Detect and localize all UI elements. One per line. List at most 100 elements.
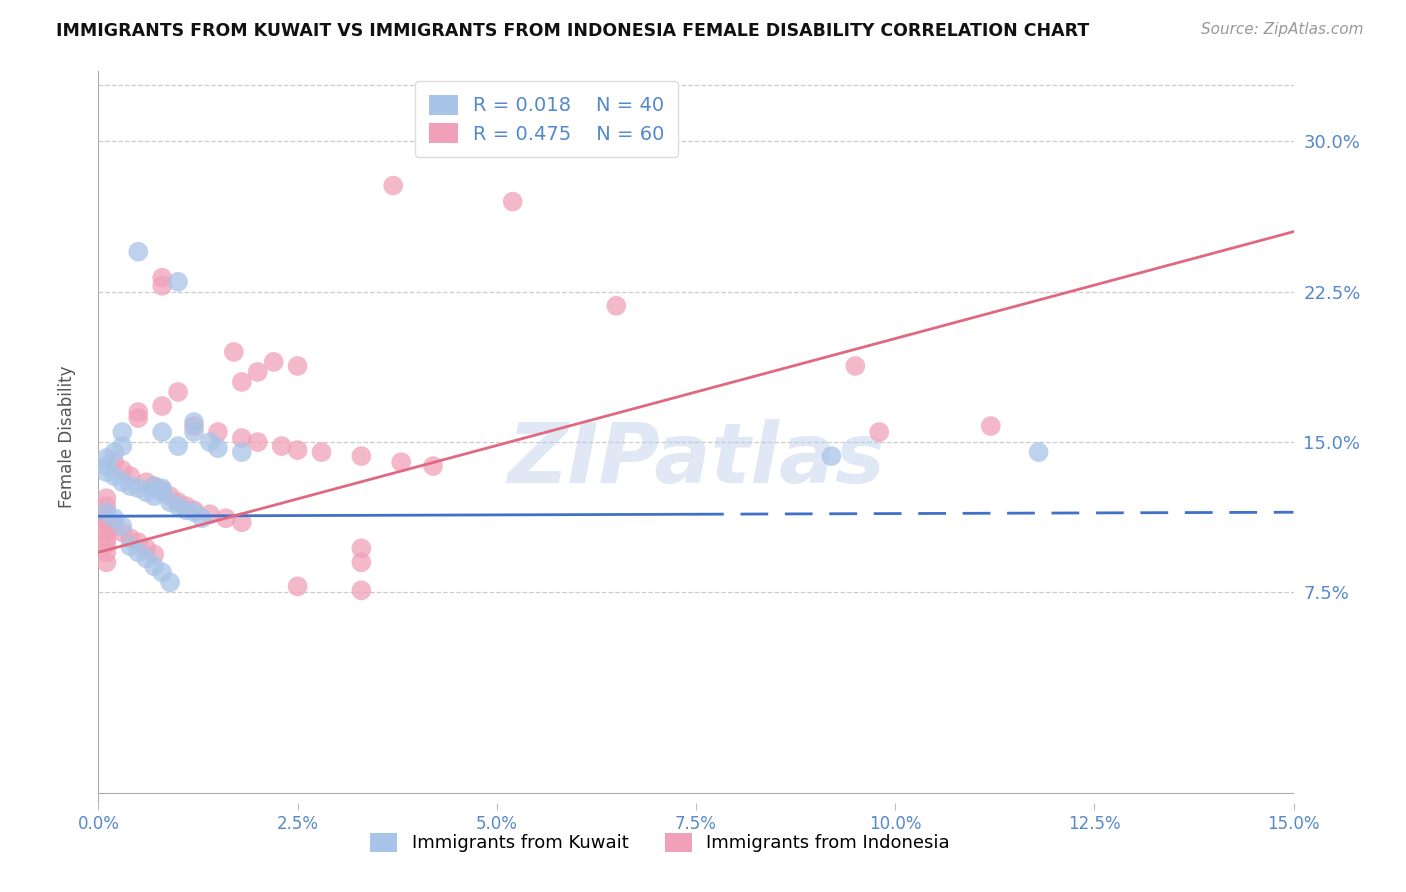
Point xyxy=(159,489,181,503)
Text: ZIPatlas: ZIPatlas xyxy=(508,418,884,500)
Point xyxy=(111,425,134,439)
Point xyxy=(167,495,190,509)
Point xyxy=(103,455,125,469)
Point xyxy=(183,425,205,439)
Point xyxy=(159,575,181,590)
Point xyxy=(103,469,125,483)
Point xyxy=(263,355,285,369)
Point xyxy=(270,439,292,453)
Point xyxy=(183,505,205,519)
Point xyxy=(150,270,173,285)
Point xyxy=(231,431,253,445)
Point xyxy=(120,531,142,545)
Point xyxy=(111,475,134,490)
Point xyxy=(111,519,134,533)
Point xyxy=(350,583,373,598)
Point xyxy=(96,465,118,479)
Point xyxy=(120,469,142,483)
Point xyxy=(96,519,118,533)
Point xyxy=(103,445,125,459)
Point xyxy=(246,435,269,450)
Point xyxy=(111,439,134,453)
Point xyxy=(143,479,166,493)
Point xyxy=(135,475,157,490)
Point xyxy=(96,451,118,466)
Point xyxy=(103,511,125,525)
Point xyxy=(820,449,842,463)
Point xyxy=(120,479,142,493)
Point xyxy=(980,419,1002,434)
Point xyxy=(111,525,134,540)
Point xyxy=(120,539,142,553)
Point xyxy=(502,194,524,209)
Point xyxy=(96,531,118,545)
Point xyxy=(96,537,118,551)
Point xyxy=(127,411,149,425)
Point xyxy=(167,384,190,399)
Point xyxy=(222,345,245,359)
Point xyxy=(167,500,190,514)
Point xyxy=(311,445,333,459)
Point xyxy=(159,495,181,509)
Point xyxy=(127,545,149,559)
Point xyxy=(96,505,118,519)
Point xyxy=(143,479,166,493)
Point xyxy=(135,485,157,500)
Point xyxy=(350,541,373,556)
Point xyxy=(207,441,229,455)
Point xyxy=(96,513,118,527)
Point xyxy=(150,425,173,439)
Point xyxy=(183,503,205,517)
Point xyxy=(167,275,190,289)
Point xyxy=(103,519,125,533)
Point xyxy=(868,425,890,439)
Point xyxy=(231,445,253,459)
Point xyxy=(207,425,229,439)
Point xyxy=(350,555,373,569)
Point xyxy=(287,359,309,373)
Point xyxy=(167,439,190,453)
Y-axis label: Female Disability: Female Disability xyxy=(58,366,76,508)
Point xyxy=(127,244,149,259)
Point xyxy=(191,511,214,525)
Point xyxy=(382,178,405,193)
Point xyxy=(150,399,173,413)
Point xyxy=(198,435,221,450)
Point xyxy=(198,507,221,521)
Point xyxy=(96,507,118,521)
Point xyxy=(422,459,444,474)
Point xyxy=(174,500,197,514)
Point xyxy=(150,483,173,498)
Point xyxy=(96,500,118,514)
Point xyxy=(183,415,205,429)
Point xyxy=(143,547,166,561)
Point xyxy=(287,443,309,458)
Point xyxy=(844,359,866,373)
Point xyxy=(183,419,205,434)
Point xyxy=(231,375,253,389)
Point xyxy=(143,489,166,503)
Point xyxy=(389,455,412,469)
Point xyxy=(96,555,118,569)
Point xyxy=(174,503,197,517)
Point xyxy=(96,525,118,540)
Point xyxy=(350,449,373,463)
Point xyxy=(246,365,269,379)
Point xyxy=(215,511,238,525)
Point xyxy=(150,485,173,500)
Point xyxy=(150,278,173,293)
Point xyxy=(150,481,173,495)
Point xyxy=(127,481,149,495)
Legend: Immigrants from Kuwait, Immigrants from Indonesia: Immigrants from Kuwait, Immigrants from … xyxy=(363,826,957,860)
Point xyxy=(111,463,134,477)
Point xyxy=(127,535,149,549)
Point xyxy=(96,545,118,559)
Point xyxy=(287,579,309,593)
Point xyxy=(135,541,157,556)
Point xyxy=(135,551,157,566)
Point xyxy=(96,491,118,506)
Text: Source: ZipAtlas.com: Source: ZipAtlas.com xyxy=(1201,22,1364,37)
Point xyxy=(143,559,166,574)
Text: IMMIGRANTS FROM KUWAIT VS IMMIGRANTS FROM INDONESIA FEMALE DISABILITY CORRELATIO: IMMIGRANTS FROM KUWAIT VS IMMIGRANTS FRO… xyxy=(56,22,1090,40)
Point xyxy=(605,299,627,313)
